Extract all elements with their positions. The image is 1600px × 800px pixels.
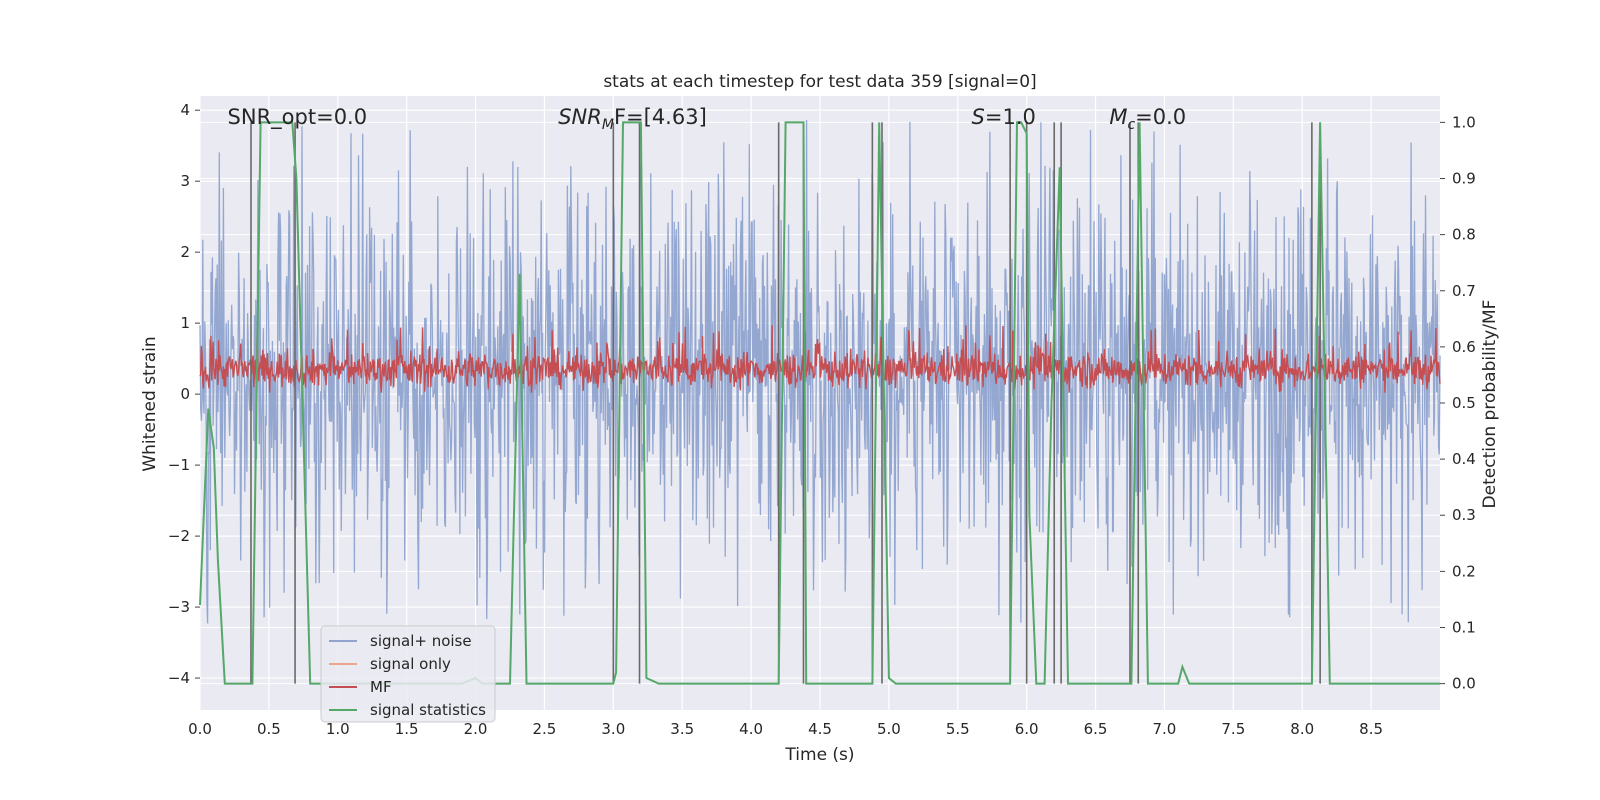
y2-tick-label: 0.2 <box>1452 562 1476 580</box>
legend-label-signal-only: signal only <box>370 655 451 673</box>
x-tick-label: 8.5 <box>1359 720 1383 738</box>
legend-box <box>320 625 496 723</box>
y2-tick-label: 0.5 <box>1452 394 1476 412</box>
x-tick-label: 2.5 <box>533 720 557 738</box>
legend-label-noise: signal+ noise <box>370 632 472 650</box>
x-tick-label: 5.5 <box>946 720 970 738</box>
x-tick-label: 0.0 <box>188 720 212 738</box>
x-tick-label: 4.0 <box>739 720 763 738</box>
chart-title: stats at each timestep for test data 359… <box>603 72 1036 92</box>
mf-line <box>199 325 1441 393</box>
x-tick-label: 2.0 <box>464 720 488 738</box>
annotation-text: SNRMF=[4.63] <box>558 105 707 133</box>
y2-axis-label: Detection probability/MF <box>1480 300 1500 509</box>
x-tick-label: 7.5 <box>1221 720 1245 738</box>
y-tick-label: 3 <box>180 172 190 190</box>
signal-noise-series <box>199 120 1441 624</box>
y2-tick-label: 0.3 <box>1452 506 1476 524</box>
y2-tick-label: 0.8 <box>1452 226 1476 244</box>
annotation-text: S=1.0 <box>972 105 1036 129</box>
noise-line <box>199 120 1441 624</box>
y2-tick-label: 0.0 <box>1452 675 1476 693</box>
x-axis-ticks: 0.0 0.5 1.0 1.5 2.0 2.5 3.0 3.5 4.0 4.5 5.0 5.5 6.0 6… <box>188 720 1383 738</box>
x-tick-label: 3.0 <box>601 720 625 738</box>
x-tick-label: 7.0 <box>1153 720 1177 738</box>
annotations: SNR_opt=0.0 SNRMF=[4.63] S=1.0 Mc=0.0 <box>228 105 1187 133</box>
y-tick-label: 2 <box>180 243 190 261</box>
y2-tick-label: 0.7 <box>1452 282 1476 300</box>
x-tick-label: 6.0 <box>1015 720 1039 738</box>
y2-axis-ticks: 0.0 0.1 0.2 0.3 0.4 0.5 0.6 0.7 0.8 0.9 1.0 <box>1440 113 1476 693</box>
y-tick-label: 0 <box>180 385 190 403</box>
y2-tick-label: 0.9 <box>1452 170 1476 188</box>
y-tick-label: 4 <box>180 101 190 119</box>
x-tick-label: 1.0 <box>326 720 350 738</box>
x-tick-label: 6.5 <box>1084 720 1108 738</box>
x-tick-label: 3.5 <box>670 720 694 738</box>
legend-label-stats: signal statistics <box>370 701 486 719</box>
x-tick-label: 4.5 <box>808 720 832 738</box>
x-tick-label: 0.5 <box>257 720 281 738</box>
mf-series <box>199 325 1441 393</box>
annotation-text: SNR_opt=0.0 <box>228 105 368 130</box>
y-axis-label: Whitened strain <box>140 336 160 471</box>
x-tick-label: 8.0 <box>1290 720 1314 738</box>
y-axis-ticks: −4 −3 −2 −1 0 1 2 3 4 <box>168 101 200 687</box>
legend: signal+ noise signal only MF signal stat… <box>320 625 496 723</box>
y2-tick-label: 0.6 <box>1452 338 1476 356</box>
y2-tick-label: 0.4 <box>1452 450 1476 468</box>
y2-tick-label: 0.1 <box>1452 618 1476 636</box>
x-tick-label: 5.0 <box>877 720 901 738</box>
x-axis-label: Time (s) <box>784 745 854 765</box>
legend-label-mf: MF <box>370 678 392 696</box>
y2-tick-label: 1.0 <box>1452 113 1476 131</box>
y-tick-label: 1 <box>180 314 190 332</box>
y-tick-label: −2 <box>168 527 190 545</box>
y-tick-label: −4 <box>168 669 190 687</box>
y-tick-label: −1 <box>168 456 190 474</box>
y-tick-label: −3 <box>168 598 190 616</box>
x-tick-label: 1.5 <box>395 720 419 738</box>
annotation-text: Mc=0.0 <box>1109 105 1186 133</box>
